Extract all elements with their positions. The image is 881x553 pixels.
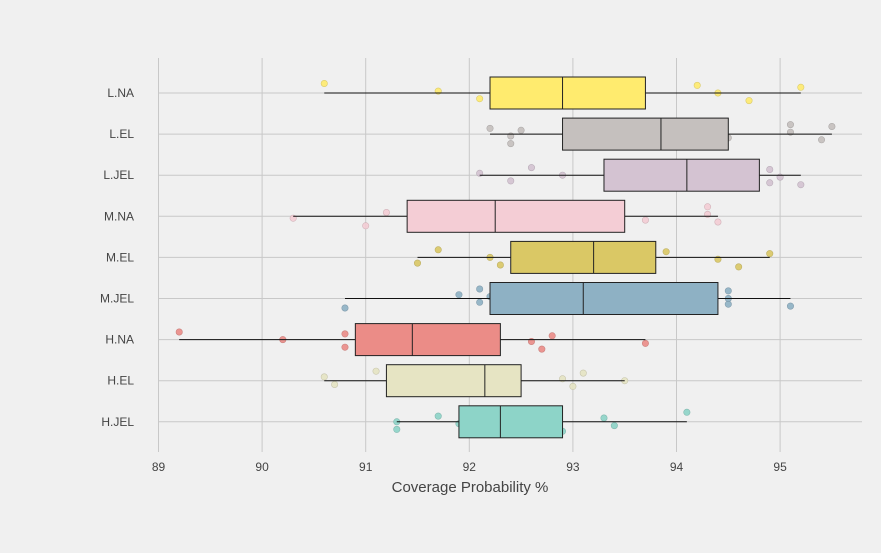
boxplot-m-na (293, 199, 718, 233)
data-point (735, 263, 743, 271)
data-point (320, 373, 328, 381)
data-point (662, 248, 670, 256)
data-point (641, 216, 649, 224)
boxplot-l-na (324, 76, 801, 110)
data-point (600, 414, 608, 422)
iqr-box (354, 323, 501, 357)
y-tick-label: M.EL (106, 250, 134, 264)
data-point (786, 121, 794, 129)
y-tick-label: H.JEL (101, 415, 134, 429)
iqr-box (562, 117, 729, 151)
data-point (331, 380, 339, 388)
y-tick-label: M.NA (104, 209, 134, 223)
x-tick-label: 90 (255, 460, 269, 474)
data-point (341, 304, 349, 312)
box-plots (179, 76, 832, 439)
x-tick-label: 89 (152, 460, 166, 474)
iqr-box (489, 76, 646, 110)
x-tick-label: 92 (463, 460, 477, 474)
data-point (704, 203, 712, 211)
x-axis-title: Coverage Probability % (392, 479, 549, 496)
data-point (455, 291, 463, 299)
data-point (476, 285, 484, 293)
data-point (797, 181, 805, 189)
data-point (175, 328, 183, 336)
data-point (341, 343, 349, 351)
iqr-box (385, 364, 522, 398)
data-point (476, 95, 484, 103)
data-point (766, 179, 774, 187)
iqr-box (458, 405, 564, 439)
data-point (745, 97, 753, 105)
iqr-box (510, 240, 657, 274)
data-point (434, 246, 442, 254)
data-point (527, 164, 535, 172)
data-point (486, 124, 494, 132)
y-axis: L.NA L.EL L.JEL M.NA M.EL M.JEL H.NA H.EL H.JEL (100, 86, 134, 429)
y-tick-label: M.JEL (100, 292, 134, 306)
x-tick-label: 91 (359, 460, 373, 474)
x-tick-label: 94 (670, 460, 684, 474)
data-point (724, 287, 732, 295)
boxplot-l-jel (479, 158, 801, 192)
data-point (382, 209, 390, 217)
data-point (683, 408, 691, 416)
data-point (507, 140, 515, 148)
data-point (766, 250, 774, 258)
data-point (579, 369, 587, 377)
data-point (766, 166, 774, 174)
data-point (341, 330, 349, 338)
boxplot-m-jel (344, 282, 791, 315)
boxplot-l-el (490, 117, 832, 151)
data-point (786, 302, 794, 310)
data-point (828, 123, 836, 131)
data-point (569, 382, 577, 390)
data-point (320, 80, 328, 88)
jitter-points (175, 80, 836, 435)
y-tick-label: L.JEL (103, 168, 134, 182)
data-point (496, 261, 504, 269)
iqr-box (489, 282, 719, 315)
data-point (641, 339, 649, 347)
x-axis: 89 90 91 92 93 94 95 (152, 460, 787, 474)
data-point (372, 367, 380, 375)
iqr-box (603, 158, 760, 192)
data-point (714, 218, 722, 226)
data-point (517, 126, 525, 134)
data-point (507, 177, 515, 185)
boxplot-h-jel (396, 405, 687, 439)
data-point (548, 332, 556, 340)
data-point (610, 422, 618, 430)
y-tick-label: H.NA (105, 333, 134, 347)
boxplot-m-el (417, 240, 770, 274)
boxplot-h-el (324, 364, 625, 398)
y-tick-label: H.EL (107, 374, 134, 388)
data-point (797, 83, 805, 91)
data-point (413, 259, 421, 267)
data-point (362, 222, 370, 230)
boxplot-h-na (179, 323, 646, 357)
data-point (538, 345, 546, 353)
data-point (393, 425, 401, 433)
data-point (476, 298, 484, 306)
data-point (693, 81, 701, 89)
y-tick-label: L.EL (109, 127, 134, 141)
data-point (818, 136, 826, 144)
x-tick-label: 93 (566, 460, 580, 474)
data-point (434, 412, 442, 420)
x-tick-label: 95 (773, 460, 787, 474)
iqr-box (406, 199, 626, 233)
y-tick-label: L.NA (107, 86, 134, 100)
